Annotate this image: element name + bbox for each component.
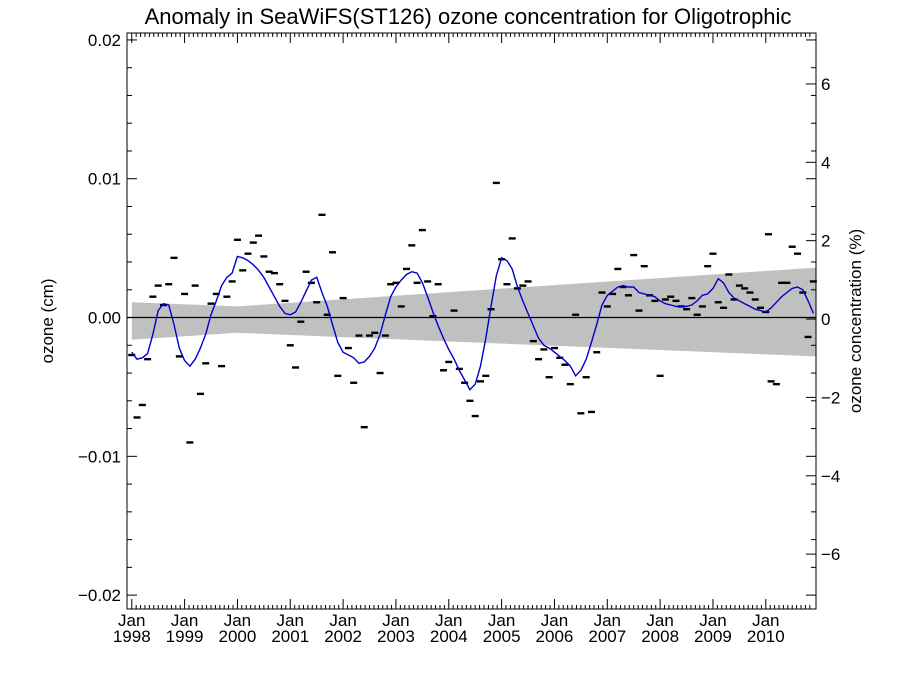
smoothed-line-layer	[131, 255, 815, 391]
x-tick-label-year: 2010	[747, 627, 785, 646]
x-tick-label-month: Jan	[382, 611, 409, 630]
right-axis: 6 4 2 0 −2 −4 −6	[806, 75, 840, 564]
x-tick-label-year: 2008	[641, 627, 679, 646]
x-tick-label-year: 1998	[113, 627, 151, 646]
x-tick-label-month: Jan	[118, 611, 145, 630]
y2-tick-label: 2	[821, 232, 830, 251]
x-tick-label-month: Jan	[752, 611, 779, 630]
y2-tick-label: 4	[821, 153, 830, 172]
x-tick-label-month: Jan	[224, 611, 251, 630]
x-tick-label-month: Jan	[171, 611, 198, 630]
y-tick-label: 0.00	[88, 309, 121, 328]
y2-tick-label: 6	[821, 75, 830, 94]
anomaly-points-layer	[128, 181, 817, 444]
x-tick-label-year: 2007	[588, 627, 626, 646]
y2-tick-label: −4	[821, 467, 840, 486]
x-axis: Jan1998Jan1999Jan2000Jan2001Jan2002Jan20…	[113, 33, 811, 646]
trend-band-layer	[131, 267, 817, 357]
x-tick-label-year: 2000	[219, 627, 257, 646]
y-tick-label: 0.02	[88, 31, 121, 50]
x-tick-label-year: 2002	[324, 627, 362, 646]
x-tick-label-month: Jan	[594, 611, 621, 630]
y-tick-label: −0.02	[78, 586, 121, 605]
y2-tick-label: −2	[821, 388, 840, 407]
y-tick-label: 0.01	[88, 170, 121, 189]
x-tick-label-year: 2009	[694, 627, 732, 646]
y2-tick-label: 0	[821, 310, 830, 329]
x-tick-label-month: Jan	[435, 611, 462, 630]
x-tick-label-month: Jan	[646, 611, 673, 630]
smoothed-series-line	[131, 255, 815, 391]
trend-band	[131, 267, 817, 357]
left-axis: 0.02 0.01 0.00 −0.01 −0.02	[78, 31, 816, 605]
x-tick-label-month: Jan	[277, 611, 304, 630]
x-tick-label-year: 2003	[377, 627, 415, 646]
y2-tick-label: −6	[821, 545, 840, 564]
x-tick-label-month: Jan	[329, 611, 356, 630]
x-tick-label-year: 2005	[483, 627, 521, 646]
x-tick-label-year: 1999	[166, 627, 204, 646]
plot-frame	[126, 32, 817, 610]
x-tick-label-month: Jan	[541, 611, 568, 630]
y-axis-label: ozone (cm)	[38, 278, 57, 363]
y2-axis-label: ozone concentration (%)	[846, 229, 865, 413]
x-tick-label-year: 2006	[536, 627, 574, 646]
x-tick-label-month: Jan	[488, 611, 515, 630]
x-tick-label-year: 2001	[271, 627, 309, 646]
x-tick-label-year: 2004	[430, 627, 468, 646]
y-tick-label: −0.01	[78, 447, 121, 466]
chart-title: Anomaly in SeaWiFS(ST126) ozone concentr…	[145, 4, 792, 29]
x-tick-label-month: Jan	[699, 611, 726, 630]
